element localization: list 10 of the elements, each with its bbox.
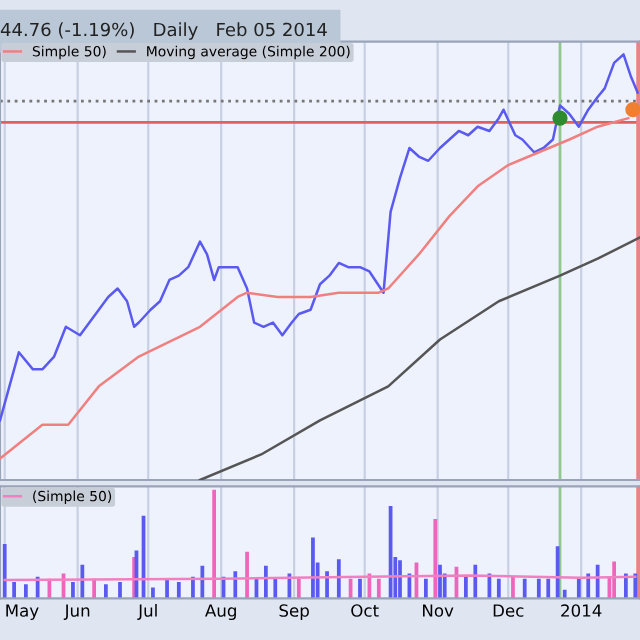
x-tick-label: Aug: [205, 604, 236, 621]
chart-title: 44.76 (-1.19%) Daily Feb 05 2014: [0, 22, 327, 40]
x-tick-label: 2014: [561, 604, 602, 617]
x-tick-label: May: [6, 604, 39, 621]
x-tick-label: Dec: [493, 604, 524, 617]
x-tick-label: Nov: [423, 604, 454, 617]
x-tick-label: Jul: [137, 603, 157, 620]
x-tick-label: Oct: [351, 604, 379, 617]
x-tick-label: Jun: [63, 604, 90, 620]
x-tick-label: Sep: [279, 604, 309, 621]
